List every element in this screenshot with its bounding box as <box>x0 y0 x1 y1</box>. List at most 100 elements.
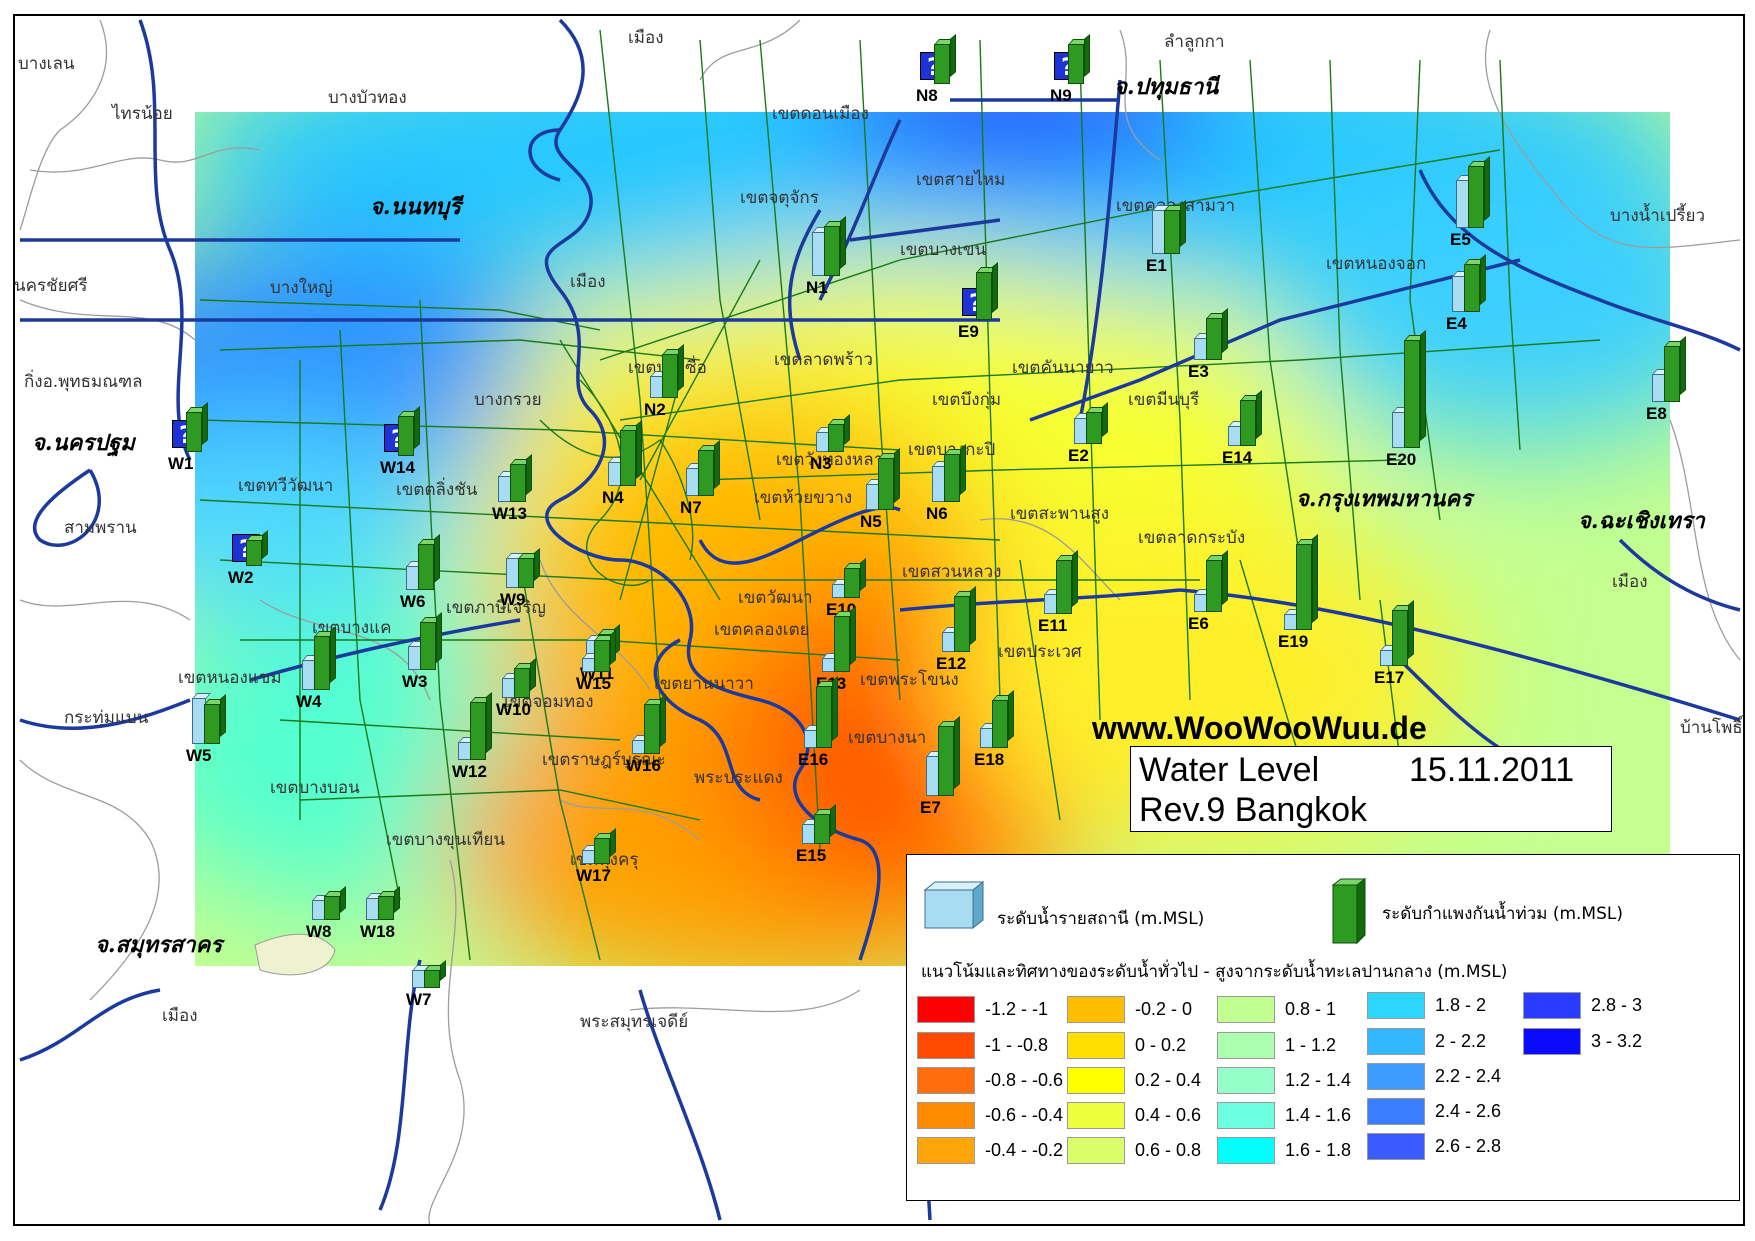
station-code-label: W14 <box>380 458 415 477</box>
station-w3[interactable]: W3 <box>402 616 452 691</box>
station-code-label: N6 <box>926 504 948 523</box>
place-label: สามพราน <box>64 518 137 538</box>
station-e2[interactable]: E2 <box>1068 406 1118 465</box>
legend-swatch <box>1067 1102 1125 1129</box>
legend-class: 0 - 0.2 <box>1067 1032 1242 1060</box>
flood-wall-bar <box>1404 340 1420 448</box>
station-w8[interactable]: W8 <box>306 890 356 941</box>
station-n2[interactable]: N2 <box>644 348 694 419</box>
place-label: เขตวังทองหลาง <box>776 450 892 470</box>
flood-wall-bar <box>420 622 436 670</box>
map-subtitle: Rev.9 Bangkok <box>1139 791 1368 829</box>
station-n5[interactable]: N5 <box>860 452 910 531</box>
flood-wall-bar <box>1206 560 1222 612</box>
station-w5[interactable]: W5 <box>186 692 236 765</box>
place-label: พระสมุทรเจดีย์ <box>580 1012 689 1032</box>
station-e7[interactable]: E7 <box>920 720 970 817</box>
flood-wall-bar <box>992 700 1008 748</box>
legend-class: 3 - 3.2 <box>1523 1028 1698 1056</box>
station-w12[interactable]: W12 <box>452 696 502 781</box>
legend-range-label: 2.4 - 2.6 <box>1435 1101 1502 1121</box>
legend-range-label: 1.4 - 1.6 <box>1285 1105 1352 1125</box>
flood-wall-bar <box>314 636 330 690</box>
station-w13[interactable]: W13 <box>492 458 542 523</box>
station-w6[interactable]: W6 <box>400 538 450 611</box>
station-e19[interactable]: E19 <box>1278 538 1328 651</box>
station-code-label: E7 <box>920 798 941 817</box>
station-n8[interactable]: ?N8 <box>916 20 966 105</box>
legend-swatch <box>1067 1032 1125 1059</box>
place-label: เมือง <box>162 1006 198 1026</box>
station-w10[interactable]: W10 <box>496 662 546 719</box>
station-e17[interactable]: E17 <box>1374 604 1424 687</box>
station-w4[interactable]: W4 <box>296 630 346 711</box>
legend-station-symbol <box>923 880 985 930</box>
station-code-label: W15 <box>576 674 611 693</box>
station-code-label: W4 <box>296 692 322 711</box>
station-n4[interactable]: N4 <box>602 424 652 507</box>
station-e4[interactable]: E4 <box>1446 258 1496 333</box>
place-label: เขตบึงกุ่ม <box>932 390 1002 410</box>
station-e18[interactable]: E18 <box>974 694 1024 769</box>
station-code-label: W6 <box>400 592 426 611</box>
legend-range-label: 1.8 - 2 <box>1435 995 1487 1015</box>
station-code-label: E12 <box>936 654 967 673</box>
place-label: กิ่งอ.พุทธมณฑล <box>24 372 143 392</box>
station-e20[interactable]: E20 <box>1386 334 1436 469</box>
place-label: เขตวัฒนา <box>738 588 813 608</box>
station-e16[interactable]: E16 <box>798 680 848 769</box>
station-e1[interactable]: E1 <box>1146 204 1196 275</box>
place-label: เขตคันนายาว <box>1012 358 1114 378</box>
place-label: เขตบางขุนเทียน <box>386 830 505 850</box>
legend-range-label: 2 - 2.2 <box>1435 1031 1487 1051</box>
station-code-label: E19 <box>1278 632 1309 651</box>
station-e11[interactable]: E11 <box>1038 554 1088 635</box>
flood-wall-bar <box>620 430 636 486</box>
station-e14[interactable]: E14 <box>1222 394 1272 467</box>
station-w18[interactable]: W18 <box>360 890 410 941</box>
station-w14[interactable]: ?W14 <box>380 410 430 477</box>
station-e8[interactable]: E8 <box>1646 340 1696 423</box>
station-code-label: E14 <box>1222 448 1253 467</box>
flood-wall-bar <box>470 702 486 760</box>
station-n7[interactable]: N7 <box>680 444 730 517</box>
station-e13[interactable]: E13 <box>816 610 866 693</box>
legend-class: -0.4 - -0.2 <box>917 1137 1092 1165</box>
flood-wall-bar <box>1664 346 1680 402</box>
station-e3[interactable]: E3 <box>1188 312 1238 381</box>
station-e5[interactable]: E5 <box>1450 160 1500 249</box>
legend-swatch <box>917 1102 975 1129</box>
province-label-bangkok: จ.กรุงเทพมหานคร <box>1296 486 1472 512</box>
legend-range-label: 0 - 0.2 <box>1135 1035 1187 1055</box>
station-w2[interactable]: ?W2 <box>228 530 278 587</box>
station-e12[interactable]: E12 <box>936 590 986 673</box>
legend-range-label: 0.2 - 0.4 <box>1135 1070 1202 1090</box>
legend-wall-symbol <box>1331 877 1367 945</box>
station-e10[interactable]: E10 <box>826 562 876 619</box>
station-e15[interactable]: E15 <box>796 808 846 865</box>
rivers-and-canals <box>19 18 1741 1221</box>
station-n9[interactable]: ?N9 <box>1050 20 1100 105</box>
station-n6[interactable]: N6 <box>926 448 976 523</box>
flood-wall-bar <box>834 616 850 672</box>
title-box: Water Level 15.11.2011 Rev.9 Bangkok <box>1130 746 1612 832</box>
map-title: Water Level <box>1139 751 1320 789</box>
station-e9[interactable]: ?E9 <box>958 266 1008 341</box>
legend-class: -1 - -0.8 <box>917 1032 1092 1060</box>
place-label: กระทุ่มแบน <box>64 708 149 728</box>
legend-class: 1.6 - 1.8 <box>1217 1137 1392 1165</box>
legend-range-label: -1.2 - -1 <box>985 999 1049 1019</box>
station-n1[interactable]: N1 <box>806 220 856 297</box>
station-w15[interactable]: W15 <box>576 634 626 693</box>
legend-contour-title: แนวโน้มและทิศทางของระดับน้ำทั่วไป - สูงจ… <box>921 962 1508 982</box>
station-w17[interactable]: W17 <box>576 832 626 885</box>
station-n3[interactable]: N3 <box>810 418 860 473</box>
flood-wall-bar <box>1392 610 1408 666</box>
station-w16[interactable]: W16 <box>626 698 676 775</box>
station-w7[interactable]: W7 <box>406 964 456 1009</box>
station-e6[interactable]: E6 <box>1188 554 1238 633</box>
legend-station-label: ระดับน้ำรายสถานี (m.MSL) <box>997 909 1205 929</box>
station-w1[interactable]: ?W1 <box>168 366 218 473</box>
place-label: เขตดอนเมือง <box>772 104 869 124</box>
station-w9[interactable]: W9 <box>500 552 550 609</box>
